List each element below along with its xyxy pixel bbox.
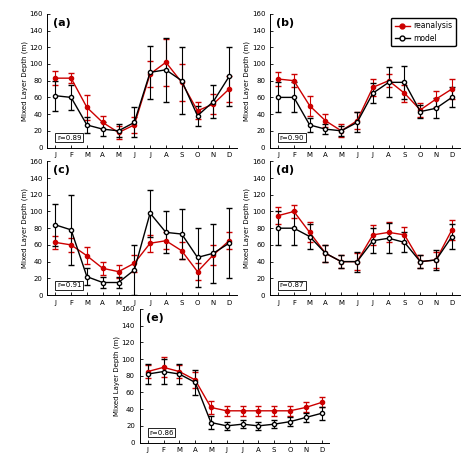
Text: r=0.91: r=0.91 (57, 282, 82, 289)
Text: (c): (c) (53, 165, 70, 175)
Y-axis label: Mixed Layer Depth (m): Mixed Layer Depth (m) (114, 336, 120, 416)
Text: (e): (e) (146, 313, 163, 323)
Y-axis label: Mixed Layer Depth (m): Mixed Layer Depth (m) (244, 41, 250, 121)
Text: (d): (d) (276, 165, 294, 175)
Legend: reanalysis, model: reanalysis, model (391, 18, 456, 47)
Y-axis label: Mixed Layer Depth (m): Mixed Layer Depth (m) (21, 188, 27, 268)
Text: r=0.90: r=0.90 (280, 135, 304, 141)
Text: r=0.86: r=0.86 (149, 430, 174, 436)
Text: (b): (b) (276, 18, 294, 28)
Text: (a): (a) (53, 18, 71, 28)
Text: r=0.87: r=0.87 (280, 282, 304, 289)
Y-axis label: Mixed Layer Depth (m): Mixed Layer Depth (m) (244, 188, 250, 268)
Y-axis label: Mixed Layer Depth (m): Mixed Layer Depth (m) (21, 41, 27, 121)
Text: r=0.89: r=0.89 (57, 135, 82, 141)
